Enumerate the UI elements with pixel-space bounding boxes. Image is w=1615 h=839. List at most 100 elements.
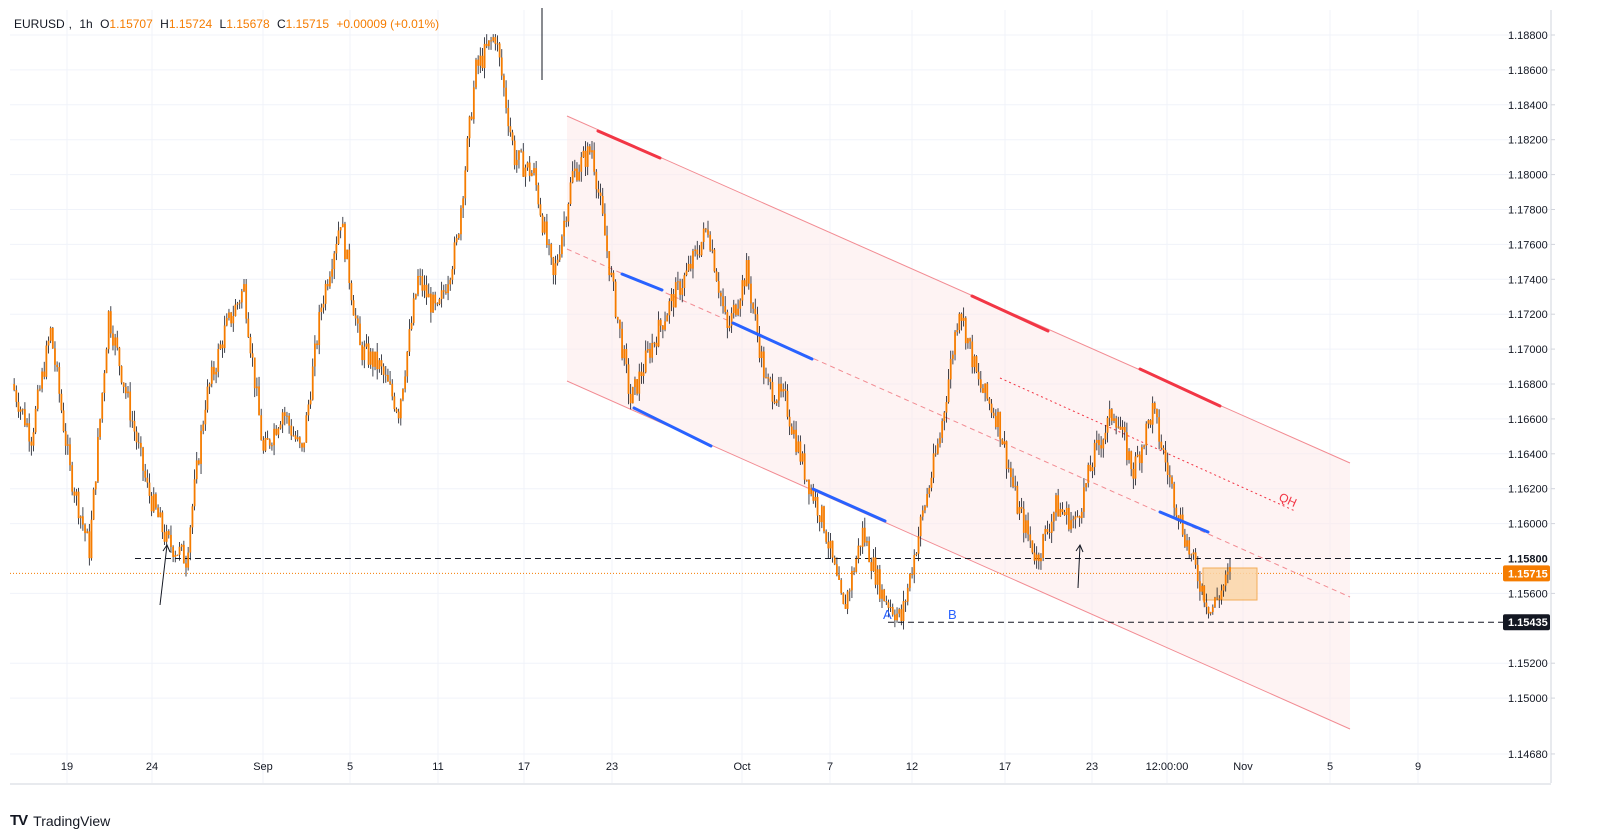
candle-body (135, 431, 138, 443)
candle-body (258, 386, 260, 416)
y-tick-label-1.18400: 1.18400 (1508, 100, 1548, 112)
candle-body (438, 299, 441, 304)
candle-body (1029, 534, 1032, 541)
x-tick-label-24: 24 (146, 761, 158, 773)
candle-body (391, 383, 394, 397)
candle-body (870, 562, 873, 571)
candle-body (846, 591, 849, 609)
y-tick-label-1.17600: 1.17600 (1508, 239, 1548, 251)
candle-body (1012, 477, 1014, 487)
candle-body (1145, 423, 1148, 446)
candle-body (1100, 445, 1103, 449)
qh-line (999, 377, 1296, 512)
candle-body (329, 276, 331, 287)
candle-body (142, 447, 144, 471)
candle-body (208, 383, 211, 387)
candle-body (71, 465, 74, 492)
candle-body (43, 371, 46, 377)
resistance-segment-2 (970, 294, 1050, 333)
candle-body (608, 251, 611, 276)
candle-body (982, 388, 984, 393)
candle-body (389, 381, 391, 384)
candle-body (1093, 442, 1096, 468)
channel-mid-line (566, 248, 1351, 598)
candle-body (1121, 426, 1124, 430)
candle-body (537, 185, 540, 205)
candle-body (490, 40, 492, 42)
candle-body (507, 107, 510, 127)
x-tick-label-Sep: Sep (253, 761, 273, 773)
candle-body (1196, 564, 1199, 582)
x-tick-label-11: 11 (432, 761, 443, 773)
candle-body (730, 313, 733, 326)
candle-body (109, 311, 112, 334)
candle-body (77, 491, 80, 519)
candle-body (739, 300, 742, 309)
candle-body (1162, 447, 1165, 451)
candle-body (408, 329, 411, 352)
candle-body (36, 389, 39, 409)
candle-body (131, 420, 134, 422)
candle-body (515, 159, 518, 166)
candle-body (28, 423, 31, 442)
candle-body (32, 432, 35, 446)
candle-body (713, 249, 716, 272)
candle-body (163, 532, 166, 542)
y-tick-label-1.15000: 1.15000 (1508, 693, 1548, 705)
candle-body (92, 489, 95, 520)
label-a: A (883, 607, 892, 622)
candle-body (228, 312, 230, 318)
candle-body (255, 386, 258, 389)
candle-body (885, 600, 888, 603)
candle-body (715, 271, 718, 282)
candle-body (1087, 464, 1090, 484)
candle-body (945, 402, 948, 413)
candle-body (872, 557, 875, 571)
y-tick-label-1.17800: 1.17800 (1508, 205, 1548, 217)
candle-body (326, 283, 329, 287)
candle-body (573, 168, 576, 172)
candle-body (447, 284, 449, 294)
candle-body (990, 403, 993, 413)
candle-body (485, 43, 488, 47)
candle-body (707, 229, 709, 235)
candle-body (674, 282, 677, 308)
level-tag-1.15435: 1.15435 (1508, 617, 1548, 629)
candle-body (599, 192, 602, 196)
candle-body (823, 506, 825, 532)
candle-body (545, 221, 548, 245)
candle-body (924, 506, 926, 511)
candle-body (835, 564, 838, 576)
candle-body (1005, 441, 1008, 469)
candle-body (777, 383, 780, 401)
candle-body (159, 512, 162, 518)
candle-body (638, 371, 641, 394)
candle-body (717, 281, 720, 293)
candle-body (148, 482, 151, 496)
candle-body (253, 357, 256, 389)
candle-body (475, 59, 477, 88)
candle-body (361, 345, 364, 361)
candle-body (1183, 534, 1186, 547)
candle-body (913, 555, 916, 575)
candle-body (786, 390, 789, 417)
candle-body (436, 303, 439, 305)
candle-body (298, 437, 301, 444)
candle-body (1003, 441, 1006, 445)
candle-body (1031, 540, 1034, 553)
tradingview-logo-icon: TV (10, 812, 28, 829)
tradingview-brand[interactable]: TV TradingView (10, 812, 110, 829)
candle-body (994, 415, 997, 428)
candle-body (124, 386, 127, 394)
candle-body (687, 263, 690, 271)
candle-body (1125, 432, 1128, 461)
candle-body (936, 443, 939, 454)
close-value: 1.15715 (285, 17, 330, 31)
candle-body (182, 544, 185, 564)
candle-body (616, 316, 619, 320)
candle-body (634, 379, 636, 388)
candle-body (176, 554, 179, 556)
candle-body (853, 570, 855, 572)
candle-body (571, 171, 574, 183)
